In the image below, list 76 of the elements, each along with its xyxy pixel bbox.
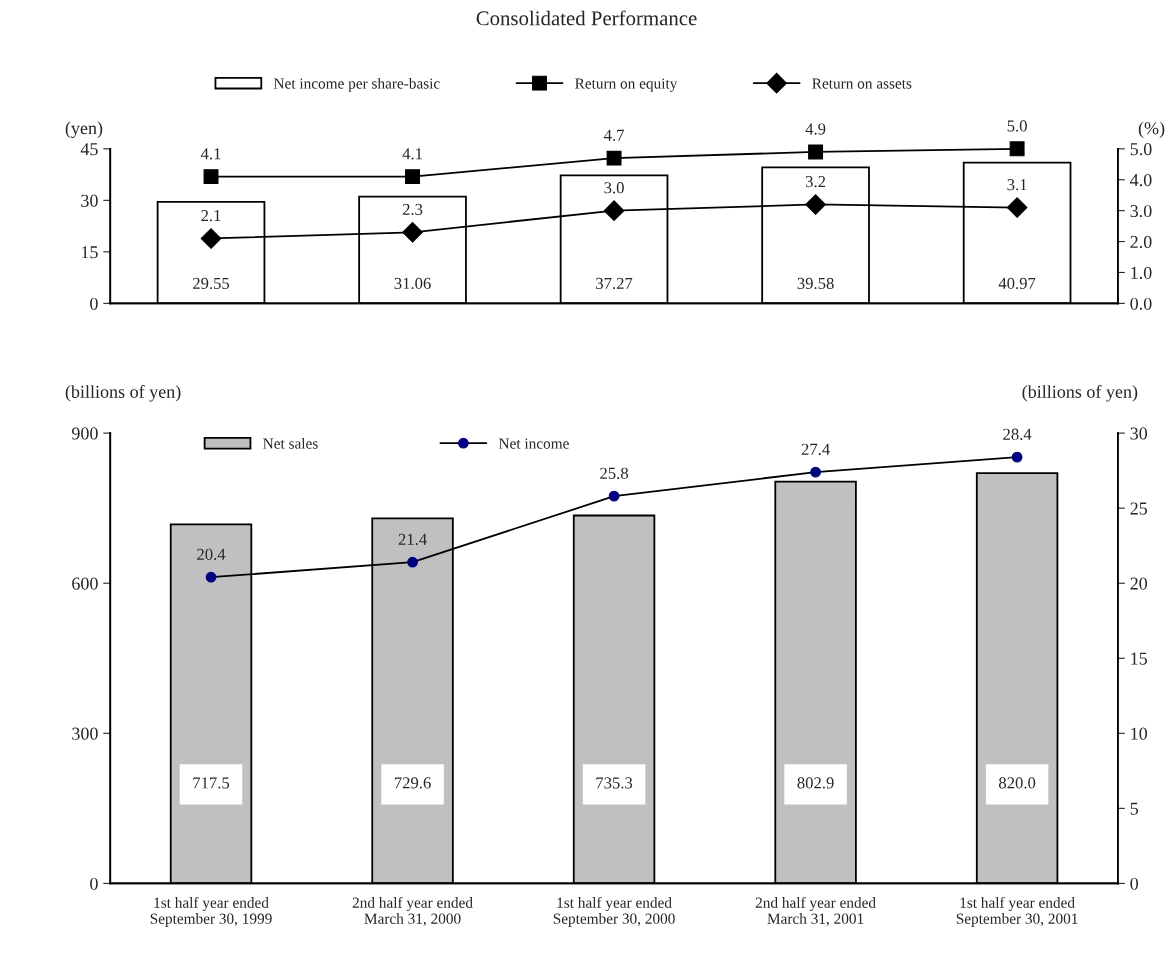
legend-label: Net income [498,438,569,449]
y2-tick-label: 25 [1130,502,1148,515]
y-tick-label: 300 [72,727,98,740]
data-label: 2.3 [402,203,423,216]
y2-tick-label: 5 [1130,802,1138,815]
y-tick-label: 600 [72,577,98,590]
x-tick-label: 1st half year ended September 30, 2001 [956,896,1078,927]
point [1011,451,1023,463]
data-label: 29.55 [193,277,230,290]
point [402,221,423,243]
x-tick-label: 2nd half year ended March 31, 2001 [755,896,876,927]
data-label: 40.97 [998,277,1036,290]
point [200,228,222,249]
y-axis-title: (billions of yen) [65,384,181,402]
text: 4.0 [1130,173,1152,187]
y2-axis-title: (%) [1138,121,1165,139]
data-label: 802.9 [797,777,834,789]
data-label: 4.1 [200,148,221,160]
data-label: 4.9 [805,123,826,135]
point [810,466,821,478]
data-label: 4.7 [603,129,624,141]
data-label: 735.3 [596,777,633,789]
text: 5.0 [1130,143,1152,156]
y2-axis-title: (billions of yen) [1022,384,1138,402]
y-axis-title: (yen) [65,121,103,139]
point [203,169,219,185]
data-label: 37.27 [596,277,633,290]
point [407,556,418,568]
y2-tick-label: 10 [1131,727,1148,740]
legend-label: Net income per share-basic [273,77,440,92]
point [808,144,824,160]
text: 2.0 [1130,235,1152,249]
data-label: 25.8 [600,467,629,479]
data-label: 3.0 [604,182,624,194]
legend-label: Net sales [263,437,318,449]
point [805,194,826,215]
point [1009,141,1025,157]
point [1006,197,1028,218]
legend-label: Return on assets [812,78,912,89]
point [603,200,625,221]
data-label: 3.1 [1007,179,1027,191]
data-label: 21.4 [398,533,427,545]
text: 3.0 [1130,204,1152,218]
data-label: 3.2 [805,175,826,188]
chart-title: Consolidated Performance [476,10,697,26]
y-tick-label: 30 [81,194,98,207]
point [606,150,622,166]
data-label: 4.1 [402,148,422,160]
y-tick-label: 0 [90,877,98,890]
y-tick-label: 15 [81,246,98,259]
data-label: 2.1 [201,209,221,222]
y2-tick-label: 20 [1130,577,1148,590]
y2-tick-label: 15 [1131,652,1148,665]
y2-tick-label: 0 [1130,877,1139,890]
text: 0.0 [1130,297,1152,310]
data-label: 27.4 [801,443,830,455]
data-label: 31.06 [394,277,431,290]
x-tick-label: 1st half year ended September 30, 2000 [553,896,675,927]
y-tick-label: 900 [71,427,98,440]
y2-tick-label: 30 [1130,427,1148,440]
legend-label: Return on equity [575,78,678,92]
y-tick-label: 0 [90,297,98,310]
data-label: 5.0 [1007,120,1027,132]
data-label: 39.58 [797,277,834,290]
data-label: 20.4 [197,548,226,561]
data-label: 717.5 [193,777,230,789]
y-tick-label: 45 [80,143,98,156]
x-tick-label: 1st half year ended September 30, 1999 [150,896,272,927]
data-label: 820.0 [998,777,1036,789]
data-label: 729.6 [394,777,431,789]
point [405,169,421,185]
data-label: 28.4 [1003,428,1032,440]
text: 1.0 [1131,266,1152,279]
point [608,490,620,502]
x-tick-label: 2nd half year ended March 31, 2000 [352,896,473,927]
point [205,571,217,583]
